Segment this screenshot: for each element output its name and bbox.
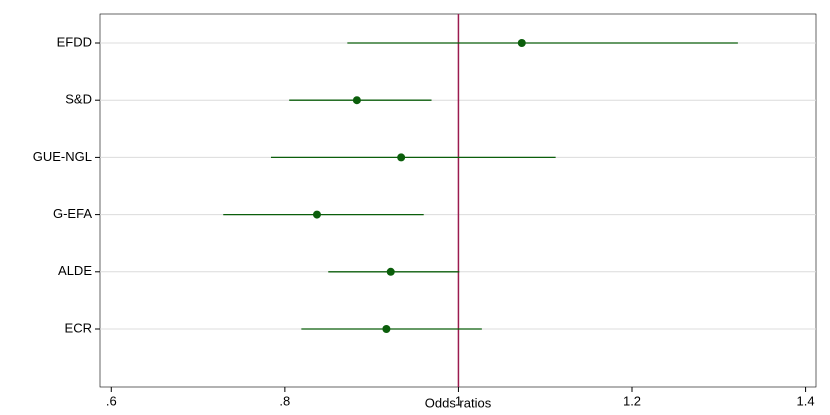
x-tick-label: .8 xyxy=(279,393,290,408)
point-estimate xyxy=(312,210,321,219)
y-tick-label: ALDE xyxy=(58,263,92,278)
x-tick-label: .6 xyxy=(106,393,117,408)
x-tick-label: 1 xyxy=(455,393,462,408)
y-tick-label: GUE-NGL xyxy=(33,149,92,164)
point-estimate xyxy=(352,96,361,105)
point-estimate xyxy=(517,39,526,47)
y-tick-label: S&D xyxy=(65,92,92,107)
y-tick-label: ECR xyxy=(65,320,92,335)
x-tick-label: 1.4 xyxy=(797,393,815,408)
x-tick-label: 1.2 xyxy=(623,393,641,408)
point-estimate xyxy=(397,153,406,162)
y-tick-label: EFDD xyxy=(57,34,92,49)
y-tick-label: G-EFA xyxy=(53,206,92,221)
x-axis-label: Odds ratios xyxy=(425,395,492,410)
point-estimate xyxy=(382,325,391,333)
point-estimate xyxy=(386,267,395,276)
